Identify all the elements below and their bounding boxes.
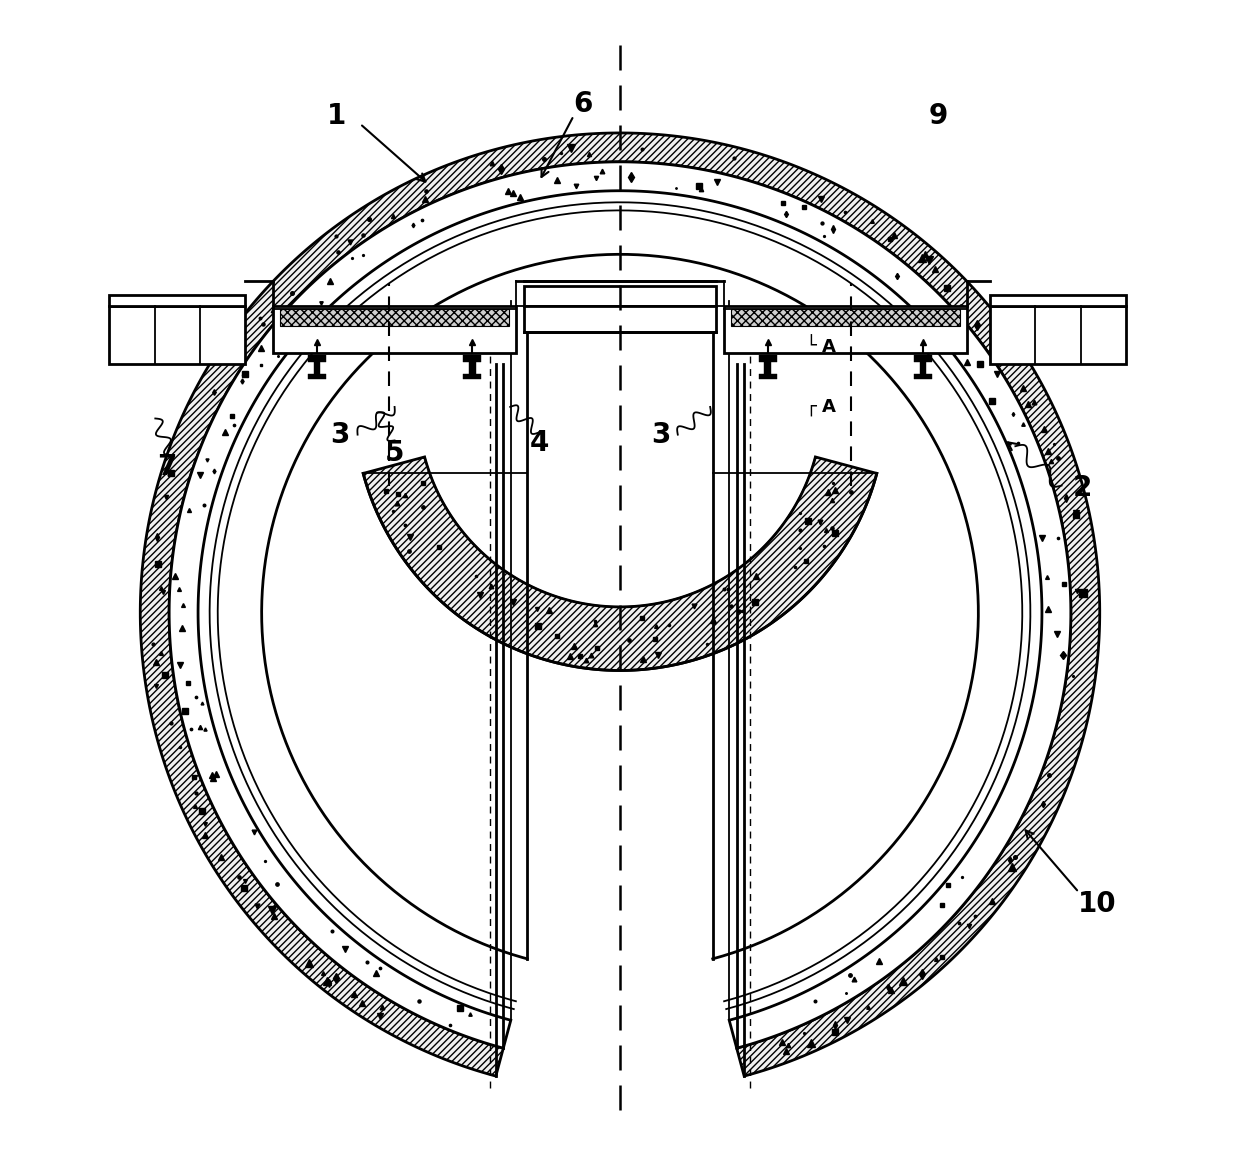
Bar [730, 309, 960, 326]
Polygon shape [363, 457, 877, 670]
Bar [920, 362, 926, 376]
Text: └: └ [805, 338, 816, 356]
Text: 2: 2 [1073, 474, 1092, 502]
Bar [109, 295, 246, 306]
Text: 1: 1 [327, 102, 346, 129]
Bar [523, 286, 717, 332]
Text: 3: 3 [651, 421, 670, 449]
Polygon shape [169, 162, 1071, 1048]
Bar [464, 355, 481, 362]
Bar [764, 362, 771, 376]
Bar [759, 375, 776, 379]
Text: A: A [822, 398, 836, 416]
Text: 6: 6 [573, 90, 593, 118]
Bar [308, 355, 326, 362]
Text: 5: 5 [384, 439, 404, 467]
Bar [759, 355, 776, 362]
Bar [314, 362, 320, 376]
Text: ┌: ┌ [805, 398, 816, 416]
Bar [724, 306, 967, 353]
Text: 10: 10 [1078, 890, 1117, 918]
Bar [273, 306, 516, 353]
Bar [914, 375, 932, 379]
Bar [308, 375, 326, 379]
Bar [464, 375, 481, 379]
Polygon shape [140, 133, 1100, 1076]
Bar [990, 306, 1126, 364]
Bar [469, 362, 476, 376]
Bar [109, 306, 246, 364]
Bar [990, 295, 1126, 306]
Text: 7: 7 [157, 453, 176, 481]
Text: 4: 4 [529, 429, 549, 457]
Text: A: A [822, 338, 836, 356]
Bar [280, 309, 510, 326]
Text: 3: 3 [331, 421, 350, 449]
Text: 9: 9 [929, 102, 947, 129]
Bar [914, 355, 932, 362]
